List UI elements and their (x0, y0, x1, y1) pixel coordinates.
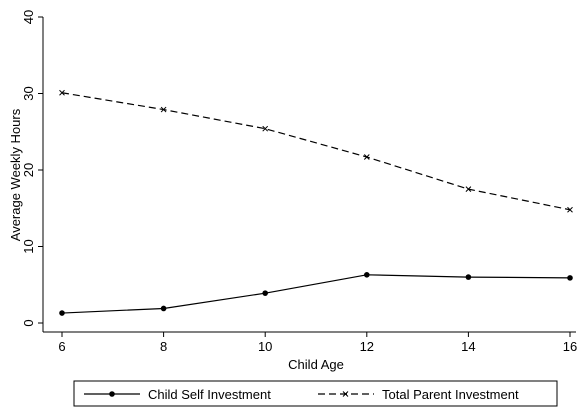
data-point-total-parent-investment (363, 154, 370, 160)
y-axis-title: Average Weekly Hours (8, 108, 23, 241)
y-tick-label: 40 (21, 10, 36, 24)
legend-label-total-parent-investment: Total Parent Investment (382, 387, 519, 402)
y-tick-label: 0 (21, 319, 36, 326)
legend-marker-child-self-investment (109, 391, 115, 397)
data-point-total-parent-investment (567, 206, 573, 213)
y-tick-label: 10 (21, 239, 36, 253)
y-tick-label: 30 (21, 86, 36, 100)
data-point-child-self-investment (262, 290, 269, 296)
series-layer (59, 89, 573, 316)
x-tick-label: 16 (563, 339, 577, 354)
x-tick-label: 8 (160, 339, 167, 354)
x-tick-label: 6 (58, 339, 65, 354)
x-axis-title: Child Age (288, 357, 344, 372)
data-point-child-self-investment (59, 310, 65, 316)
legend-label-child-self-investment: Child Self Investment (148, 387, 271, 402)
data-point-child-self-investment (160, 305, 167, 312)
series-line-total-parent-investment (61, 92, 571, 211)
data-point-total-parent-investment (465, 186, 472, 192)
legend: Child Self Investment Total Parent Inves… (73, 380, 558, 407)
data-point-child-self-investment (567, 275, 573, 281)
y-tick-label: 20 (21, 163, 36, 177)
data-point-child-self-investment (465, 274, 472, 280)
series-line-child-self-investment (61, 274, 571, 314)
x-tick-label: 10 (258, 339, 272, 354)
x-tick-label: 14 (461, 339, 475, 354)
data-point-total-parent-investment (262, 125, 269, 132)
x-tick-label: 12 (360, 339, 374, 354)
x-axis-ticks: 6 8 10 12 14 16 (58, 332, 577, 354)
y-axis-ticks: 0 10 20 30 40 (21, 10, 43, 327)
legend-marker-total-parent-investment (342, 391, 349, 397)
data-point-total-parent-investment (59, 89, 65, 96)
data-point-total-parent-investment (160, 106, 167, 113)
data-point-child-self-investment (364, 272, 370, 278)
legend-box (73, 380, 558, 407)
